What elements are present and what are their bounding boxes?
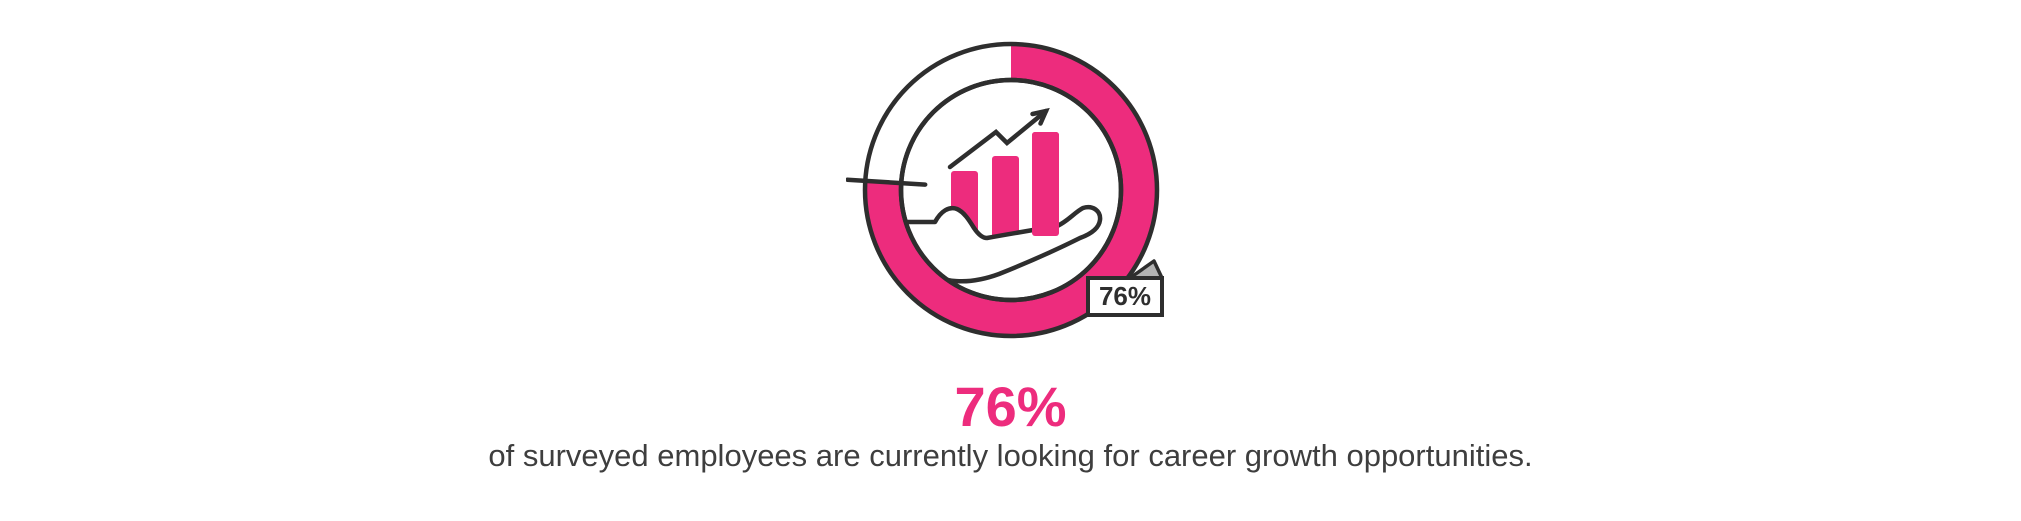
percent-tag-label: 76% xyxy=(1098,281,1150,311)
caption-text: of surveyed employees are currently look… xyxy=(488,438,1533,473)
growth-arrow-icon xyxy=(947,107,1050,170)
gauge-outer-ring xyxy=(862,41,1159,339)
gauge-inner-circle-outline xyxy=(898,77,1123,303)
arrowhead xyxy=(1029,107,1050,126)
percent-tag-box xyxy=(1085,276,1164,317)
hand-icon xyxy=(902,205,1102,284)
percent-heading: 76% xyxy=(954,375,1067,438)
bar-3-front xyxy=(1031,132,1059,236)
donut-gauge-figure: 76% xyxy=(845,41,1164,339)
gauge-tick-line xyxy=(845,177,927,187)
percent-tag: 76% xyxy=(1085,259,1164,317)
bar-2 xyxy=(991,156,1019,249)
hand-holding-growth-bar-chart-icon xyxy=(902,107,1102,284)
